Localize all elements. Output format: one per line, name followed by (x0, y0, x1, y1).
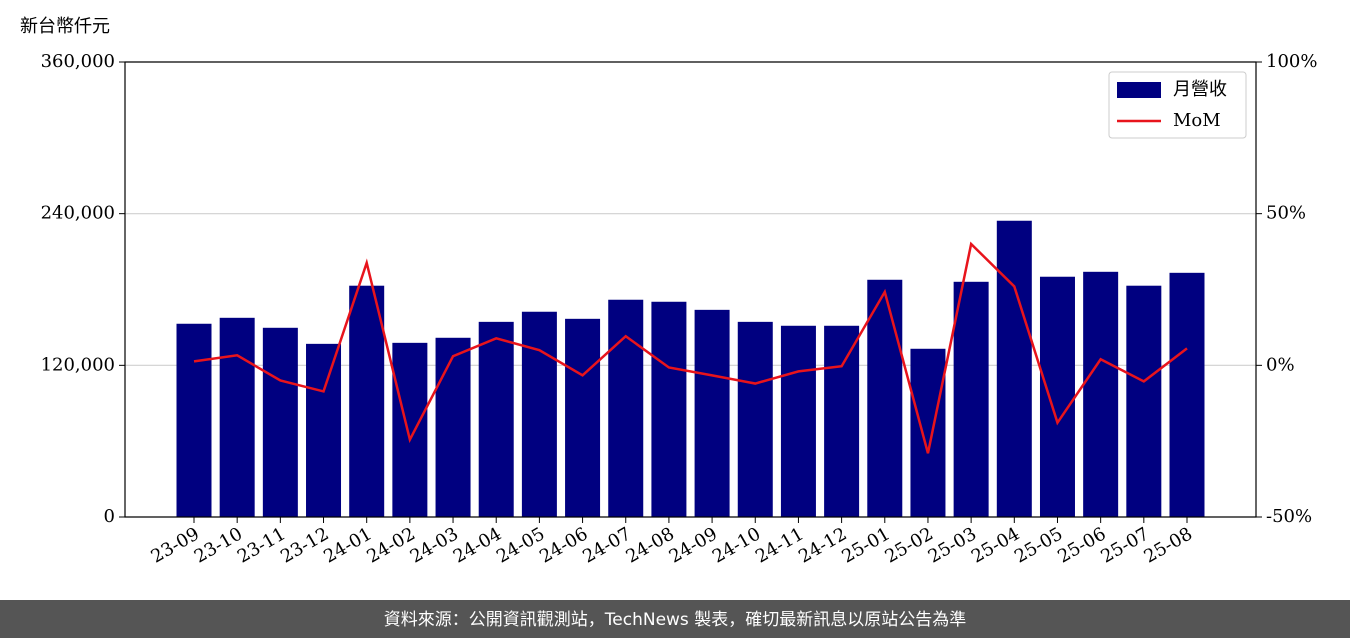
bar (262, 327, 298, 517)
bar (219, 317, 255, 517)
bar (392, 342, 428, 517)
x-tick-label: 25-01 (838, 523, 893, 567)
y2-tick-label: 50% (1266, 203, 1306, 224)
x-tick-label: 25-06 (1054, 523, 1109, 567)
x-tick-label: 23-10 (191, 523, 246, 567)
bar (867, 279, 903, 517)
bar (565, 318, 601, 517)
x-tick-label: 25-04 (968, 523, 1023, 567)
bar (694, 309, 730, 517)
legend-label: MoM (1173, 110, 1221, 131)
x-tick-label: 24-05 (493, 523, 548, 567)
bar (1039, 276, 1075, 517)
x-tick-label: 24-11 (752, 523, 807, 567)
y-tick-label: 360,000 (41, 51, 115, 72)
bar (349, 285, 385, 517)
x-tick-label: 23-11 (234, 523, 289, 567)
bar (608, 299, 644, 517)
bar (996, 220, 1032, 517)
x-tick-label: 24-12 (795, 523, 850, 567)
x-tick-label: 25-05 (1011, 523, 1066, 567)
y-tick-label: 0 (104, 506, 115, 527)
x-tick-label: 23-12 (277, 523, 332, 567)
x-tick-label: 24-07 (579, 523, 634, 567)
legend-label: 月營收 (1173, 79, 1227, 100)
x-tick-label: 24-01 (320, 523, 375, 567)
bar (824, 325, 860, 517)
bar (478, 321, 514, 517)
x-tick-label: 24-08 (622, 523, 677, 567)
bar (306, 343, 342, 517)
x-tick-label: 23-09 (148, 523, 203, 567)
bar (1169, 272, 1205, 517)
line (193, 241, 1188, 454)
bar (737, 321, 773, 517)
bar (910, 348, 946, 517)
bar (521, 311, 557, 517)
y-axis-unit: 新台幣仟元 (20, 16, 110, 37)
x-tick-label: 25-02 (882, 523, 937, 567)
footer-bar (0, 600, 1350, 638)
x-tick-label: 24-10 (709, 523, 764, 567)
x-tick-label: 25-08 (1141, 523, 1196, 567)
x-tick-label: 24-02 (363, 523, 418, 567)
bar (953, 281, 989, 517)
y-tick-label: 240,000 (41, 203, 115, 224)
bar (1126, 285, 1162, 517)
y-tick-label: 120,000 (41, 354, 115, 375)
plot-frame (124, 61, 1257, 518)
legend-swatch (1117, 82, 1161, 98)
x-tick-label: 24-03 (407, 523, 462, 567)
footer-text: 資料來源：公開資訊觀測站，TechNews 製表，確切最新訊息以原站公告為準 (384, 610, 966, 630)
x-tick-label: 25-07 (1097, 523, 1152, 567)
x-tick-label: 24-04 (450, 523, 505, 567)
x-tick-label: 24-09 (666, 523, 721, 567)
bar (780, 325, 816, 517)
bar (1083, 271, 1119, 517)
y2-tick-label: 100% (1266, 51, 1317, 72)
x-tick-label: 25-03 (925, 523, 980, 567)
bar (176, 323, 212, 517)
y2-tick-label: -50% (1266, 506, 1312, 527)
bar (651, 301, 687, 517)
x-tick-label: 24-06 (536, 523, 591, 567)
y2-tick-label: 0% (1266, 354, 1295, 375)
bar (435, 337, 471, 517)
